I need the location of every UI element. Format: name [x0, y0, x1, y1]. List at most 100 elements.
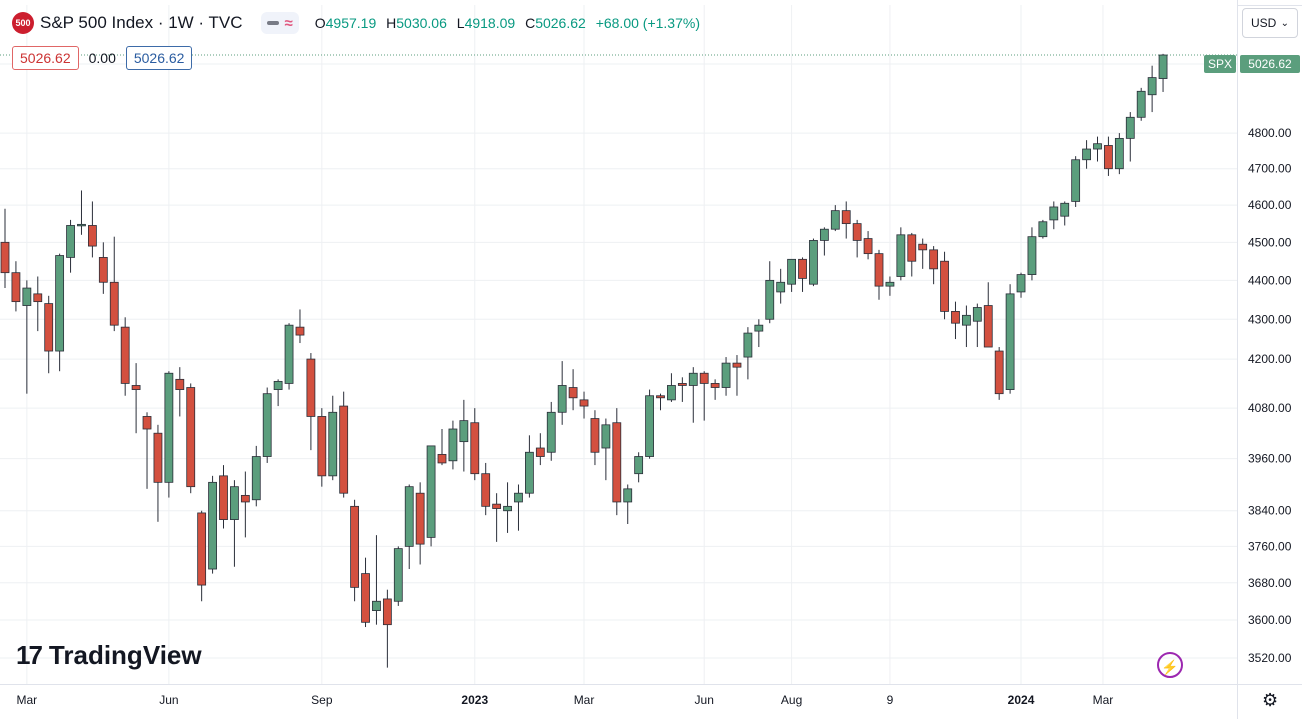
candle-body: [809, 240, 818, 285]
candle-body: [382, 598, 392, 626]
chart-legend: 500 S&P 500 Index · 1W · TVC ≈ O4957.19 …: [12, 12, 706, 34]
candle: [284, 323, 294, 390]
currency-label: USD: [1251, 16, 1277, 30]
y-tick-label: 4800.00: [1248, 126, 1292, 140]
candle-body: [776, 281, 786, 293]
candle: [951, 301, 960, 340]
candle-body: [885, 281, 895, 287]
candle: [1049, 201, 1059, 230]
candle: [1027, 227, 1037, 281]
candle-body: [667, 385, 676, 401]
candle: [907, 232, 917, 277]
candle: [382, 589, 392, 668]
candle-body: [874, 253, 884, 287]
candle-body: [164, 372, 174, 483]
candle: [1104, 136, 1113, 176]
candle: [120, 317, 130, 396]
candle: [1060, 201, 1070, 226]
candle-body: [251, 456, 261, 501]
candle-body: [120, 326, 130, 384]
candle: [197, 510, 207, 602]
candle-body: [306, 358, 316, 417]
candle: [819, 227, 829, 256]
candle: [830, 205, 840, 232]
candle-body: [437, 453, 447, 464]
logo-text: TradingView: [48, 640, 202, 670]
spread-value: 0.00: [88, 50, 116, 66]
candle: [601, 418, 611, 481]
candle: [175, 367, 185, 417]
candle: [721, 357, 731, 396]
candle: [1093, 136, 1102, 162]
candle-body: [1147, 77, 1157, 96]
candle-body: [1049, 206, 1059, 221]
candle-body: [732, 362, 742, 368]
candle: [918, 238, 928, 269]
tradingview-logo[interactable]: 17 TradingView: [16, 640, 202, 671]
candle: [33, 276, 43, 332]
candle-body: [77, 223, 86, 227]
candle: [470, 408, 480, 481]
x-tick-label: 9: [887, 693, 894, 707]
x-tick-label: Sep: [311, 693, 333, 707]
ohlc-values: O4957.19 H5030.06 L4918.09 C5026.62 +68.…: [315, 15, 706, 31]
candle: [623, 484, 633, 525]
candle-body: [623, 488, 633, 503]
candle: [1005, 284, 1015, 394]
candle-body: [721, 362, 731, 388]
chart-title[interactable]: S&P 500 Index · 1W · TVC: [40, 13, 243, 32]
candle-body: [448, 428, 458, 462]
candle: [699, 371, 709, 421]
candle: [306, 353, 316, 451]
candle-body: [175, 378, 185, 390]
candle-body: [372, 600, 381, 611]
currency-dropdown[interactable]: USD ⌄: [1242, 8, 1298, 38]
candle: [317, 408, 327, 487]
indicator-toggle[interactable]: ≈: [260, 12, 299, 34]
candle: [557, 361, 567, 425]
candle-body: [492, 503, 502, 509]
candle-body: [699, 372, 709, 384]
candle: [262, 387, 272, 463]
candle-body: [940, 260, 949, 312]
candle: [809, 238, 818, 287]
candle-body: [798, 258, 807, 279]
y-tick-label: 4700.00: [1248, 162, 1292, 176]
candle: [448, 420, 458, 470]
y-tick-label: 3680.00: [1248, 576, 1292, 590]
candle: [437, 429, 447, 466]
minus-icon[interactable]: [266, 21, 279, 25]
candle: [677, 377, 687, 402]
candle: [634, 452, 644, 483]
symbol-badge[interactable]: 500: [12, 12, 34, 34]
candle: [852, 219, 862, 258]
candle-body: [557, 385, 567, 413]
y-tick-label: 3960.00: [1248, 452, 1292, 466]
sell-button[interactable]: 5026.62: [12, 46, 79, 70]
x-tick-label: 2024: [1008, 693, 1035, 707]
candle-body: [0, 241, 10, 274]
candle-body: [1005, 293, 1015, 390]
candle: [55, 253, 65, 372]
y-tick-label: 3760.00: [1248, 539, 1292, 553]
candle: [787, 258, 796, 292]
candle-body: [295, 326, 305, 336]
candle-body: [11, 272, 21, 303]
y-tick-label: 4200.00: [1248, 352, 1292, 366]
candle: [404, 484, 414, 570]
candle: [798, 257, 807, 292]
lightning-icon[interactable]: ⚡: [1157, 652, 1183, 678]
x-tick-label: Aug: [781, 693, 802, 707]
candle-body: [481, 473, 491, 507]
buy-button[interactable]: 5026.62: [125, 46, 193, 70]
candle-body: [983, 305, 993, 348]
gear-icon[interactable]: ⚙: [1262, 690, 1279, 710]
candle-body: [972, 307, 982, 322]
candle: [732, 355, 742, 396]
candle: [983, 282, 993, 348]
wave-icon[interactable]: ≈: [284, 14, 293, 32]
candle-body: [601, 424, 611, 449]
candle: [219, 465, 228, 529]
candle-body: [88, 225, 97, 247]
